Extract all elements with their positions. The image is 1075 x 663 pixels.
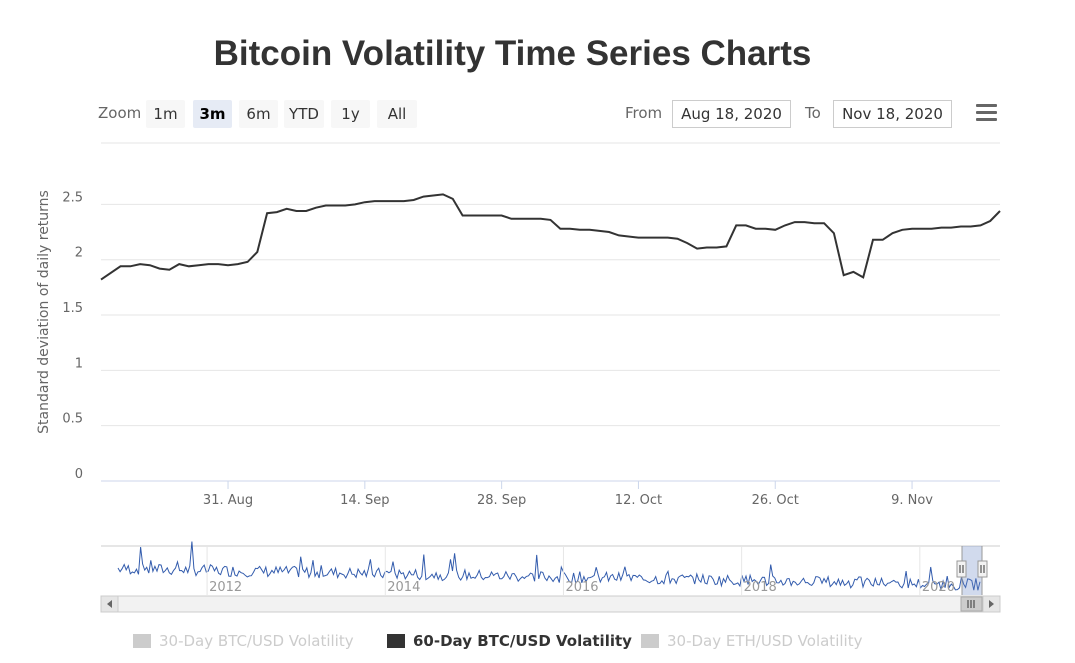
zoom-1m-button[interactable]: 1m [146, 100, 185, 128]
zoom-6m-button[interactable]: 6m [239, 100, 278, 128]
x-tick-label: 26. Oct [752, 493, 799, 508]
x-tick-label: 14. Sep [340, 493, 389, 508]
navigator-x-tick-label: 2020 [922, 580, 955, 595]
legend-swatch [133, 634, 151, 648]
arrow-right-icon [989, 600, 994, 608]
navigator-left-handle[interactable] [956, 560, 967, 578]
y-tick-label: 0 [75, 467, 83, 482]
navigator-x-ticks: 2012 2014 2016 2018 2020 [206, 546, 955, 595]
navigator-x-tick-label: 2018 [744, 580, 777, 595]
from-label: From [625, 104, 663, 122]
zoom-all-button[interactable]: All [377, 100, 417, 128]
navigator-right-handle[interactable] [977, 560, 988, 578]
x-tick-label: 9. Nov [891, 493, 933, 508]
x-tick-label: 12. Oct [615, 493, 662, 508]
navigator-series [117, 541, 981, 591]
x-axis-ticks: 31. Aug 14. Sep 28. Sep 12. Oct 26. Oct 9. No… [203, 481, 933, 508]
y-tick-label: 0.5 [62, 412, 83, 427]
zoom-3m-button[interactable]: 3m [193, 100, 232, 128]
x-tick-label: 28. Sep [477, 493, 526, 508]
zoom-label: Zoom [98, 104, 142, 122]
main-series [100, 193, 1001, 281]
from-date-input[interactable]: Aug 18, 2020 [672, 100, 791, 128]
legend-item-60-day-btc[interactable]: 60-Day BTC/USD Volatility [387, 632, 632, 654]
scrollbar-track[interactable] [100, 595, 1001, 613]
zoom-1y-button[interactable]: 1y [331, 100, 370, 128]
navigator-selected-range[interactable] [962, 546, 982, 595]
y-axis-title: Standard deviation of daily returns [36, 190, 52, 434]
navigator-x-tick-label: 2014 [387, 580, 420, 595]
navigator-x-tick-label: 2016 [565, 580, 598, 595]
legend-swatch [387, 634, 405, 648]
navigator[interactable]: 2012 2014 2016 2018 2020 [101, 541, 1000, 596]
y-tick-label: 2.5 [62, 190, 83, 205]
series-line [100, 193, 1001, 281]
navigator-x-tick-label: 2012 [209, 580, 242, 595]
legend-item-30-day-btc[interactable]: 30-Day BTC/USD Volatility [133, 632, 354, 654]
legend-item-30-day-eth[interactable]: 30-Day ETH/USD Volatility [641, 632, 862, 654]
main-gridlines [101, 142, 1000, 427]
y-tick-label: 1.5 [62, 301, 83, 316]
x-tick-label: 31. Aug [203, 493, 253, 508]
arrow-left-icon [107, 600, 112, 608]
y-axis-ticks: 0 0.5 1 1.5 2 2.5 [62, 190, 83, 482]
hamburger-menu-icon[interactable] [973, 104, 999, 126]
y-tick-label: 1 [75, 356, 83, 371]
y-tick-label: 2 [75, 246, 83, 261]
chart-title: Bitcoin Volatility Time Series Charts [213, 34, 812, 73]
to-label: To [805, 104, 821, 122]
to-date-input[interactable]: Nov 18, 2020 [833, 100, 952, 128]
scrollbar[interactable] [100, 595, 1001, 613]
legend-swatch [641, 634, 659, 648]
zoom-ytd-button[interactable]: YTD [284, 100, 324, 128]
